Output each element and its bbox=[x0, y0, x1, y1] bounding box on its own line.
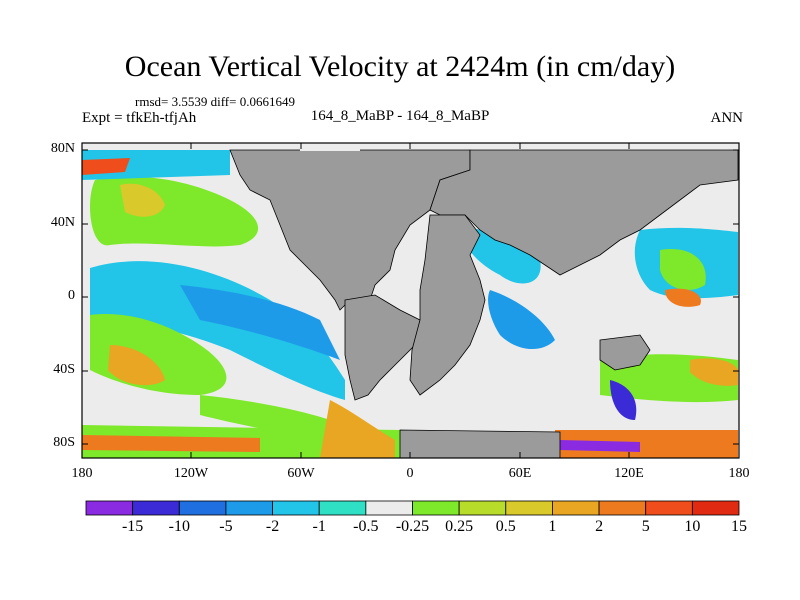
lon-label-120w: 120W bbox=[173, 466, 209, 481]
colorbar-swatch bbox=[178, 500, 227, 516]
colorbar-tick-label: -10 bbox=[168, 518, 190, 535]
experiment-label: Expt = tfkEh-tfjAh bbox=[82, 110, 197, 126]
colorbar-swatch bbox=[458, 500, 507, 516]
colorbar-tick-label: -0.25 bbox=[395, 518, 430, 535]
colorbar-swatch bbox=[412, 500, 460, 516]
colorbar-tick-label: 0.5 bbox=[495, 518, 516, 535]
lat-label-0: 0 bbox=[68, 288, 75, 303]
colorbar-tick-label: 15 bbox=[731, 518, 747, 535]
lon-label-0: 0 bbox=[406, 466, 414, 481]
land-south-america bbox=[344, 294, 421, 401]
field-sind-orange bbox=[690, 358, 738, 386]
stats-text: rmsd= 3.5539 diff= 0.0661649 bbox=[135, 94, 295, 109]
colorbar-tick-label: 2 bbox=[595, 518, 604, 535]
colorbar-swatch bbox=[505, 500, 553, 516]
lon-label-120e: 120E bbox=[614, 466, 644, 481]
colorbar-swatch bbox=[598, 500, 647, 516]
lat-label-40n: 40N bbox=[50, 215, 75, 230]
colorbar-tick-label: -1 bbox=[312, 518, 326, 535]
field-pacific-blue bbox=[180, 285, 340, 360]
map-title: Ocean Vertical Velocity at 2424m (in cm/… bbox=[124, 50, 676, 83]
field-antarctic-yellow bbox=[320, 400, 395, 458]
field-atl-blue bbox=[488, 290, 555, 350]
colorbar-tick-label: -2 bbox=[265, 518, 280, 535]
colorbar-swatch bbox=[318, 500, 367, 516]
field-antarctic-purple bbox=[560, 440, 640, 452]
lon-label-180e: 180 bbox=[728, 466, 750, 481]
season-label: ANN bbox=[710, 110, 744, 126]
arctic-ice bbox=[300, 143, 360, 151]
field-arctic-red bbox=[82, 158, 130, 175]
lat-label-80n: 80N bbox=[50, 141, 75, 156]
colorbar-swatch bbox=[645, 500, 693, 516]
colorbar bbox=[85, 500, 740, 516]
subtitle: 164_8_MaBP - 164_8_MaBP bbox=[310, 108, 490, 124]
land-africa bbox=[409, 214, 486, 396]
colorbar-tick-label: 0.25 bbox=[445, 518, 474, 535]
colorbar-swatch bbox=[365, 500, 413, 516]
colorbar-swatch bbox=[691, 500, 740, 516]
field-spac-orange bbox=[108, 345, 165, 386]
lon-label-60e: 60E bbox=[508, 466, 532, 481]
lon-label-60w: 60W bbox=[287, 466, 315, 481]
lon-label-180w: 180 bbox=[71, 466, 93, 481]
colorbar-swatch bbox=[225, 500, 273, 516]
field-ind-green bbox=[660, 249, 706, 290]
colorbar-tick-label: 5 bbox=[641, 518, 650, 535]
field-ind-orange bbox=[665, 288, 701, 307]
colorbar-swatch bbox=[132, 500, 180, 516]
field-npac-yellow bbox=[120, 183, 165, 217]
lat-label-40s: 40S bbox=[53, 362, 75, 377]
field-antarctic-orange bbox=[82, 435, 260, 452]
lat-label-80s: 80S bbox=[53, 435, 75, 450]
land-eurasia bbox=[429, 149, 739, 276]
colorbar-tick-label: -15 bbox=[121, 518, 144, 535]
land-australia bbox=[599, 334, 651, 371]
colorbar-swatch bbox=[85, 500, 134, 516]
field-sind-blue bbox=[610, 380, 637, 420]
field-pacific-cyan bbox=[90, 261, 345, 400]
axis-ticks bbox=[81, 143, 740, 458]
colorbar-swatch bbox=[272, 500, 320, 516]
field-arctic-cyan bbox=[82, 150, 230, 180]
colorbar-tick-label: -0.5 bbox=[353, 518, 379, 535]
colorbar-swatch bbox=[552, 500, 600, 516]
colorbar-tick-label: 1 bbox=[548, 518, 557, 535]
colorbar-tick-label: -5 bbox=[219, 518, 233, 535]
land-antarctica bbox=[399, 429, 561, 458]
colorbar-tick-label: 10 bbox=[684, 518, 701, 535]
field-atl-cyan bbox=[460, 229, 541, 284]
